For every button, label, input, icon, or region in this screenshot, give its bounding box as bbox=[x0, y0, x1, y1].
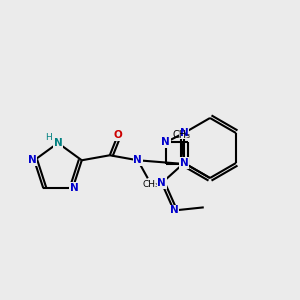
Text: N: N bbox=[70, 183, 79, 193]
Text: CH₃: CH₃ bbox=[142, 180, 159, 189]
Text: N: N bbox=[180, 158, 188, 168]
Text: N: N bbox=[161, 137, 170, 147]
Text: N: N bbox=[28, 155, 37, 165]
Text: N: N bbox=[169, 206, 178, 215]
Text: N: N bbox=[134, 155, 142, 165]
Text: N: N bbox=[180, 128, 188, 138]
Text: N: N bbox=[157, 178, 166, 188]
Text: H: H bbox=[45, 134, 51, 142]
Text: CH₃: CH₃ bbox=[172, 130, 190, 140]
Text: O: O bbox=[113, 130, 122, 140]
Text: N: N bbox=[54, 138, 62, 148]
